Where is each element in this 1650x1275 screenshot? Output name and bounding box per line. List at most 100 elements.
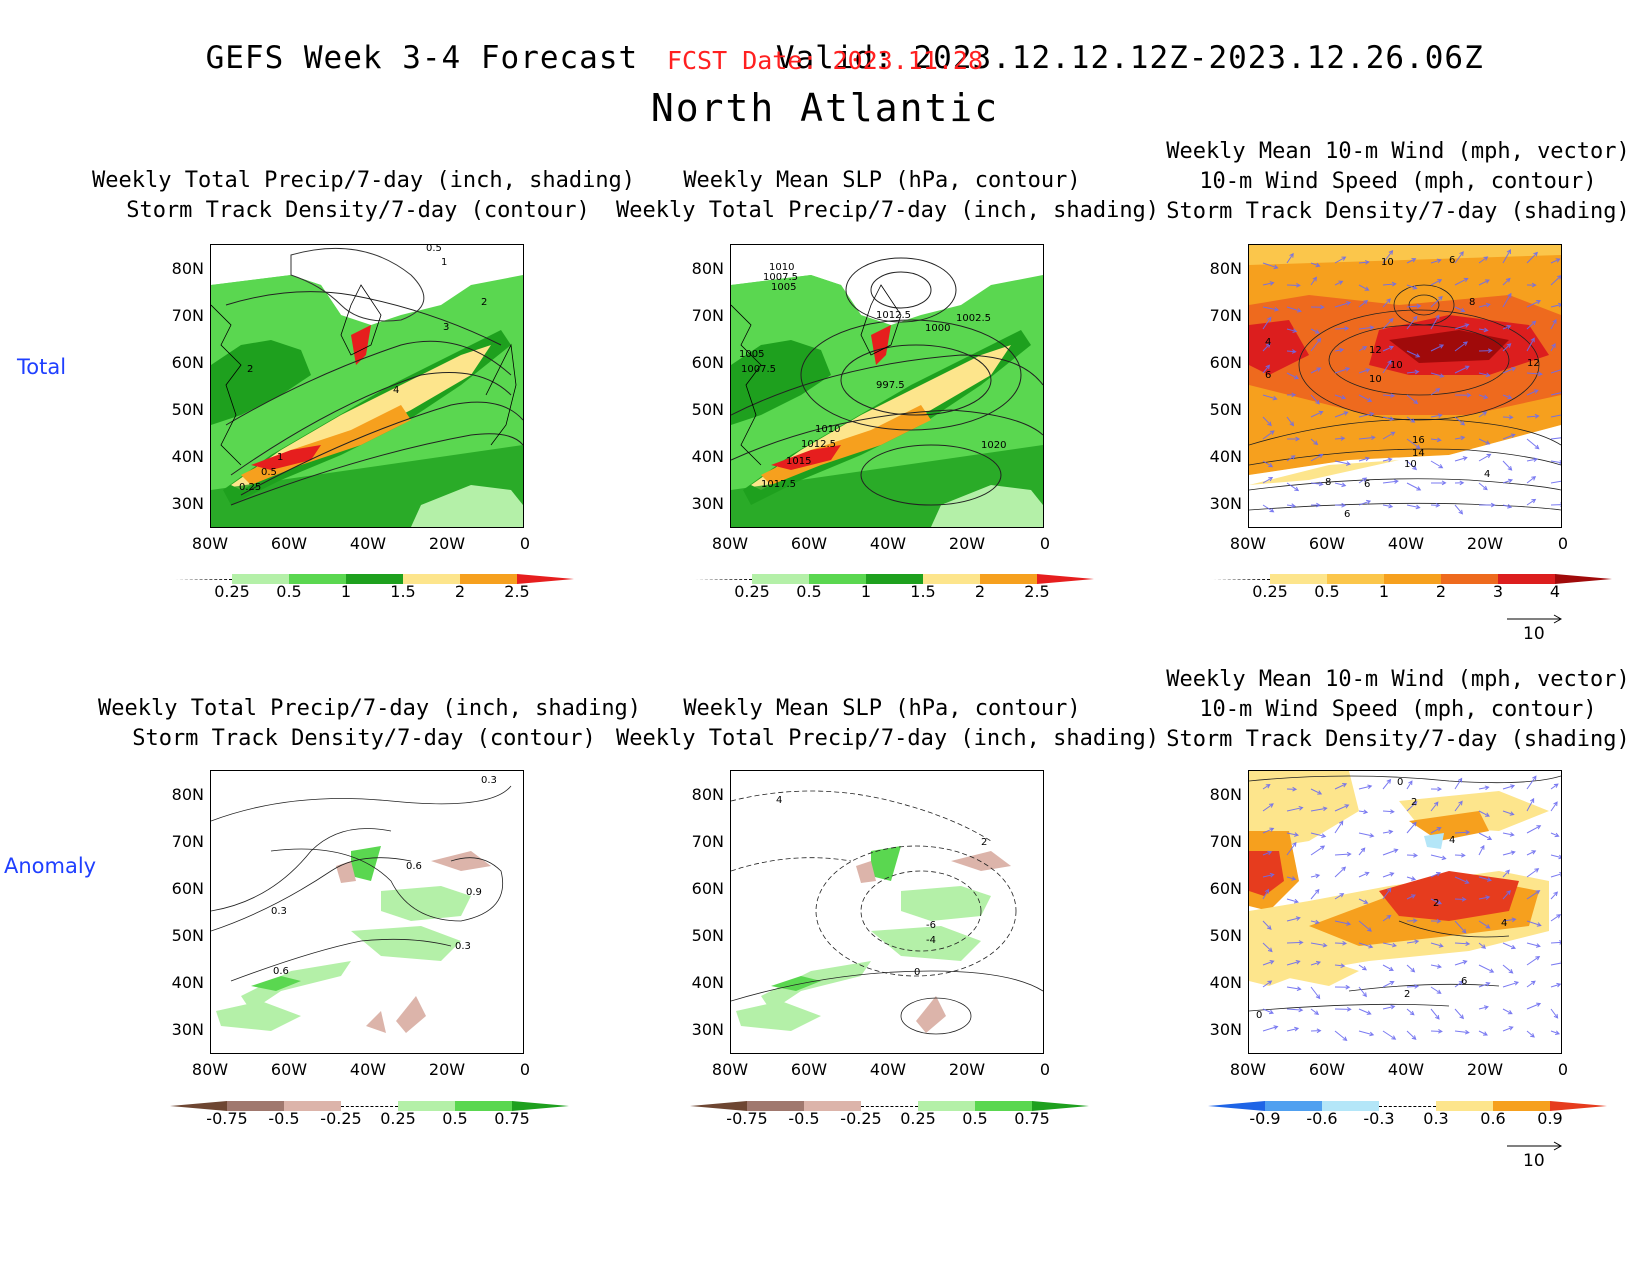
- lat-tick-label: 60N: [691, 879, 724, 898]
- lat-tick-label: 50N: [691, 400, 724, 419]
- wind-vector-arrow: [1406, 258, 1417, 264]
- wind-vector-arrow: [1478, 482, 1488, 491]
- wind-vector-arrow: [1358, 784, 1373, 790]
- lat-tick-label: 40N: [691, 447, 724, 466]
- wind-vector-arrow: [1430, 898, 1443, 905]
- contour-label: -4: [926, 935, 936, 946]
- colorbar-segment: [1493, 1101, 1550, 1111]
- wind-vector-arrow: [1310, 328, 1320, 334]
- wind-vector-arrow: [1550, 891, 1559, 900]
- colorbar-label: 1: [340, 582, 352, 601]
- contour-label: 1007.5: [741, 364, 776, 375]
- wind-vector-arrow: [1310, 888, 1320, 900]
- wind-vector-arrow: [1406, 984, 1420, 989]
- wind-vector-arrow: [1478, 832, 1493, 840]
- colorbar-label: 0.25: [380, 1109, 416, 1128]
- wind-vector-arrow: [1310, 1008, 1320, 1015]
- wind-vector-arrow: [1382, 964, 1394, 971]
- wind-vector-arrow: [1262, 460, 1274, 468]
- wind-vector-arrow: [1262, 888, 1270, 900]
- wind-vector-arrow: [1550, 783, 1559, 790]
- wind-vector-arrow: [1454, 852, 1466, 858]
- wind-vector-arrow: [1502, 394, 1513, 400]
- contour-label: 4: [1449, 835, 1455, 846]
- wind-vector-arrow: [1454, 435, 1466, 441]
- contour-label: 1002.5: [956, 313, 991, 324]
- contour-label: 0.3: [481, 775, 497, 786]
- wind-vector-arrow: [1502, 249, 1511, 264]
- wind-vector-arrow: [1502, 414, 1514, 420]
- colorbar-label: 0.25: [900, 1109, 936, 1128]
- wind-vector-arrow: [1406, 1008, 1415, 1016]
- wind-vector-arrow: [1382, 479, 1399, 484]
- wind-vector-arrow: [1454, 277, 1469, 286]
- contour-label: 1017.5: [761, 479, 796, 490]
- wind-vector-arrow: [1286, 416, 1295, 427]
- wind-vector-arrow: [1406, 964, 1416, 973]
- lon-tick-label: 20W: [948, 534, 986, 553]
- wind-vector-arrow: [1454, 896, 1467, 902]
- colorbar-label: 4: [1549, 582, 1561, 601]
- wind-vector-arrow: [1286, 282, 1301, 288]
- wind-vector-arrow: [1358, 847, 1366, 856]
- wind-vector-arrow: [1262, 872, 1275, 878]
- lon-tick-label: 80W: [711, 534, 749, 553]
- wind-vector-arrow: [1334, 301, 1352, 308]
- wind-vector-arrow: [1358, 284, 1370, 291]
- wind-vector-arrow: [1454, 920, 1467, 934]
- lat-tick-label: 60N: [171, 879, 204, 898]
- wind-vector-arrow: [1382, 416, 1395, 421]
- wind-vector-arrow: [1502, 367, 1517, 374]
- main-title: GEFS Week 3-4 Forecast Valid: 2023.12.12…: [0, 4, 1650, 76]
- wind-vector-arrow: [1430, 964, 1442, 969]
- wind-vector-arrow: [1430, 279, 1443, 286]
- wind-vector-arrow: [1286, 252, 1294, 264]
- wind-vector-arrow: [1358, 832, 1375, 838]
- wind-vector-arrow: [1310, 986, 1321, 1000]
- wind-vector-arrow: [1334, 984, 1351, 990]
- wind-vector-arrow: [1430, 1028, 1443, 1034]
- colorbar-segment: [804, 1101, 861, 1111]
- wind-vector-arrow: [1502, 832, 1515, 837]
- wind-vector-arrow: [1310, 919, 1320, 925]
- wind-vector-arrow: [1526, 956, 1541, 966]
- wind-vector-arrow: [1310, 502, 1321, 508]
- colorbar-label: -0.3: [1363, 1109, 1395, 1128]
- wind-vector-arrow: [1286, 898, 1299, 904]
- lon-tick-label: 20W: [428, 1060, 466, 1079]
- lon-tick-label: 60W: [790, 1060, 828, 1079]
- wind-vector-arrow: [1358, 964, 1368, 971]
- contour-label: 4: [393, 385, 399, 396]
- wind-vector-arrow: [1310, 438, 1319, 446]
- contour-label: 0.9: [466, 887, 482, 898]
- wind-vector-arrow: [1550, 801, 1558, 812]
- vector-reference-label: 10: [1523, 1151, 1545, 1171]
- wind-vector-arrow: [1454, 960, 1468, 966]
- wind-vector-arrow: [1334, 482, 1347, 488]
- wind-vector-arrow: [1286, 786, 1298, 792]
- wind-vector-arrow: [1262, 430, 1275, 440]
- wind-vector-arrow: [1406, 780, 1413, 790]
- wind-vector-arrow: [1454, 251, 1464, 264]
- wind-vector-arrow: [1478, 942, 1487, 949]
- lat-tick-label: 70N: [1209, 306, 1242, 325]
- row-label-total: Total: [17, 355, 67, 379]
- wind-vector-arrow: [1358, 411, 1375, 418]
- wind-vector-arrow: [1334, 436, 1346, 441]
- wind-vector-arrow: [1310, 410, 1324, 418]
- wind-vector-arrow: [1334, 326, 1350, 331]
- contour-label: 997.5: [876, 380, 905, 391]
- wind-vector-arrow: [1502, 433, 1516, 440]
- vector-reference-label: 10: [1523, 624, 1545, 644]
- wind-vector-arrow: [1382, 457, 1393, 463]
- wind-vector-arrow: [1526, 371, 1543, 377]
- wind-vector-arrow: [1502, 890, 1511, 900]
- lon-tick-label: 0: [1557, 1060, 1569, 1079]
- colorbar-label: -0.9: [1249, 1109, 1281, 1128]
- colorbar-label: 0.5: [442, 1109, 468, 1128]
- wind-vector-arrow: [1430, 258, 1442, 264]
- wind-vector-arrow: [1526, 1030, 1535, 1038]
- lon-tick-label: 80W: [191, 534, 229, 553]
- contour-label: 6: [1364, 479, 1370, 490]
- wind-vector-arrow: [1334, 940, 1348, 946]
